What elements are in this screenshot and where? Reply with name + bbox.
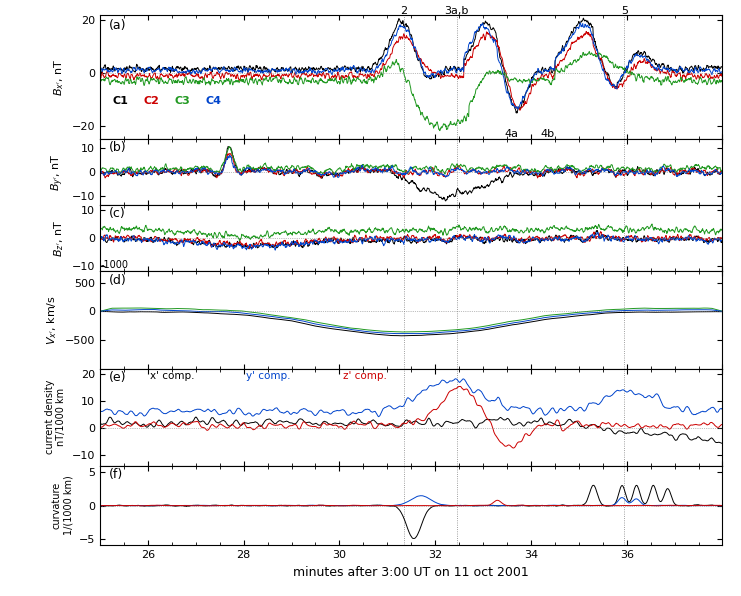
Y-axis label: $B_{x'}$, nT: $B_{x'}$, nT — [53, 58, 66, 95]
Text: x' comp.: x' comp. — [150, 371, 194, 381]
Text: C1: C1 — [113, 96, 128, 106]
Text: (a): (a) — [110, 18, 127, 32]
Text: 5: 5 — [621, 6, 628, 16]
Text: (e): (e) — [110, 371, 127, 384]
Text: C2: C2 — [144, 96, 159, 106]
Text: (d): (d) — [110, 274, 127, 287]
Y-axis label: $B_{z'}$, nT: $B_{z'}$, nT — [53, 219, 66, 257]
Text: (c): (c) — [110, 207, 126, 220]
Text: z' comp.: z' comp. — [343, 371, 387, 381]
Text: 2: 2 — [401, 6, 408, 16]
Y-axis label: $V_{x'}$, km/s: $V_{x'}$, km/s — [45, 295, 59, 345]
Text: C4: C4 — [206, 96, 222, 106]
Text: (b): (b) — [110, 141, 127, 154]
Y-axis label: curvature
1/(1000 km): curvature 1/(1000 km) — [52, 476, 73, 535]
Text: -1000: -1000 — [100, 260, 128, 271]
Text: 3a,b: 3a,b — [445, 6, 469, 16]
Text: 1000: 1000 — [100, 274, 124, 284]
Text: 4a: 4a — [505, 129, 519, 139]
Text: (f): (f) — [110, 468, 124, 481]
Y-axis label: $B_{y'}$, nT: $B_{y'}$, nT — [50, 153, 66, 191]
Text: 4b: 4b — [541, 129, 555, 139]
X-axis label: minutes after 3:00 UT on 11 oct 2001: minutes after 3:00 UT on 11 oct 2001 — [293, 566, 529, 579]
Y-axis label: current density
nT/1000 km: current density nT/1000 km — [44, 380, 66, 454]
Text: C3: C3 — [175, 96, 190, 106]
Text: y' comp.: y' comp. — [246, 371, 290, 381]
